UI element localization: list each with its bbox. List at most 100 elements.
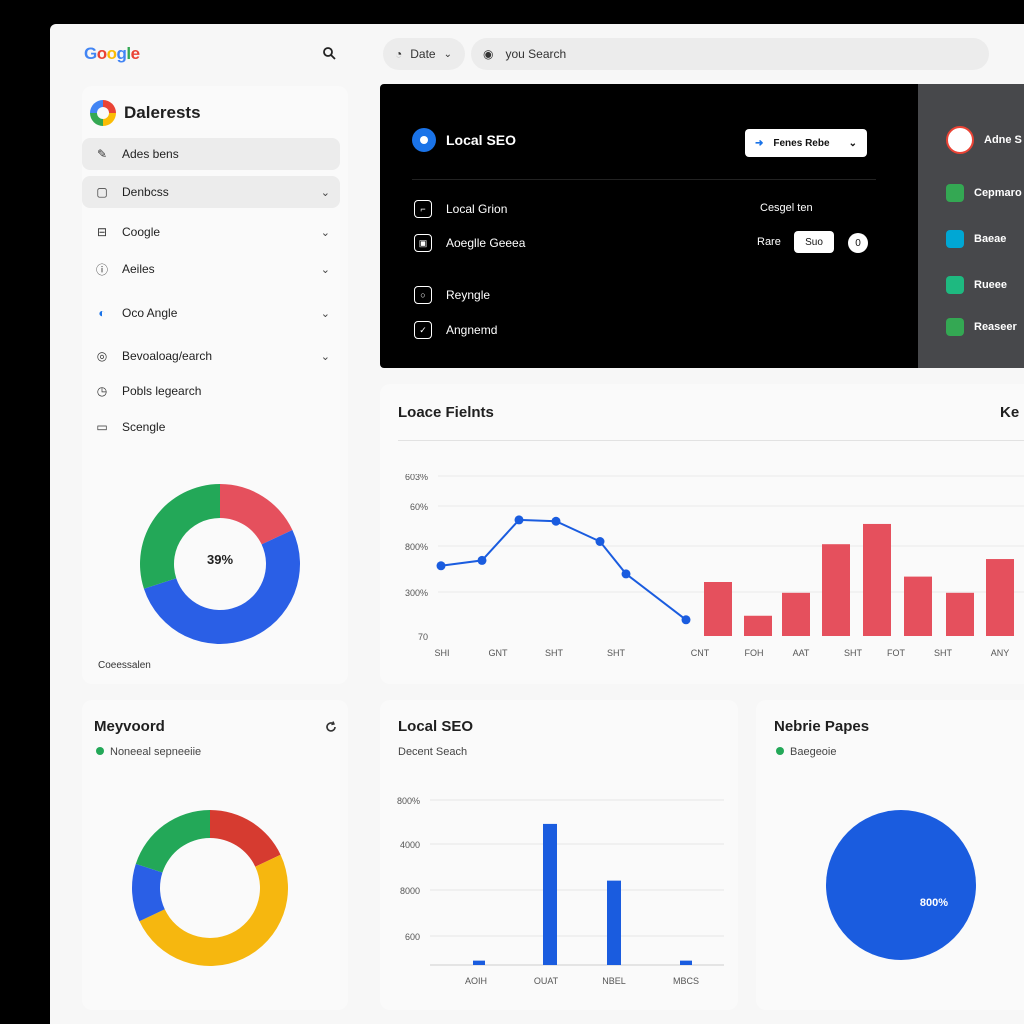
panel-right-text: Cesgel ten (760, 202, 813, 214)
keyword-donut-slice (135, 810, 210, 873)
search-icon[interactable] (322, 46, 336, 60)
date-label: Date (410, 47, 436, 61)
sidebar-item-label: Bevoaloag/earch (122, 349, 213, 363)
panel-row[interactable]: ✓ Angnemd (414, 321, 497, 339)
sidebar-donut-slice (220, 484, 293, 545)
panel-row[interactable]: ▣ Aoeglle Geeea (414, 234, 525, 252)
bar[interactable] (986, 559, 1014, 636)
sidebar-item-label: Scengle (122, 420, 166, 434)
line-point[interactable] (551, 516, 561, 526)
chevron-down-icon: ⌄ (443, 48, 452, 60)
y-tick-label: 300% (405, 588, 428, 598)
bar[interactable] (946, 592, 974, 636)
keyword-card-title: Meyvoord (94, 718, 165, 735)
square-icon: ⌐ (414, 200, 432, 218)
x-tick-label: NBEL (602, 976, 626, 986)
line-point[interactable] (595, 537, 605, 546)
x-tick-label: SHI (434, 648, 449, 658)
pages-legend: Baegeoie (776, 746, 837, 758)
refresh-icon[interactable] (324, 720, 338, 734)
clock-icon: ◷ (96, 384, 108, 398)
secondary-item[interactable]: Baeae (946, 230, 1006, 248)
panel-row-label: Reyngle (446, 288, 491, 302)
sidebar-item[interactable]: ◎ Bevoaloag/earch ⌄ (82, 340, 340, 372)
sidebar-item[interactable]: ▭ Scengle (82, 411, 340, 443)
sidebar-item-label: Ades bens (122, 147, 179, 161)
chevron-down-icon: ⌄ (320, 186, 330, 199)
x-tick-label: FOT (887, 648, 905, 658)
secondary-item-label: Baeae (974, 233, 1007, 245)
bar[interactable] (473, 960, 485, 965)
bar[interactable] (904, 576, 932, 636)
secondary-item[interactable]: Reaseer (946, 318, 1017, 336)
panel-action-button[interactable]: Suo (794, 231, 834, 253)
sidebar-item[interactable]: ⊟ Coogle ⌄ (82, 216, 340, 248)
sidebar-footer[interactable]: Coeessalen (98, 660, 151, 671)
panel-count-badge[interactable]: 0 (848, 233, 868, 253)
line-bar-chart-card: Loace Fielnts Ke 603% 60% 800% 300% 70 SHI GNT… (380, 384, 1024, 684)
secondary-item-label: Cepmaro (974, 187, 1022, 199)
sidebar-item-label: Coogle (122, 225, 161, 239)
line-point[interactable] (514, 515, 524, 525)
chart-card-title-right: Ke (1000, 404, 1020, 421)
keyword-legend-label: Noneeal sepneeiie (110, 746, 202, 758)
tag-icon: ➜ (755, 137, 764, 149)
bar[interactable] (543, 823, 557, 965)
secondary-item[interactable]: Cepmaro (946, 184, 1022, 202)
panel-row[interactable]: ⌐ Local Grion (414, 200, 507, 218)
bar[interactable] (680, 960, 692, 965)
pages-legend-label: Baegeoie (790, 746, 837, 758)
x-tick-label: SHT (607, 648, 626, 658)
pie-slice (826, 810, 976, 960)
bar[interactable] (744, 615, 772, 636)
panel-row[interactable]: ○ Reyngle (414, 286, 490, 304)
google-logo[interactable]: Google (84, 44, 140, 63)
line-point[interactable] (621, 569, 631, 579)
sidebar-item[interactable]: ◐ Oco Angle ⌄ (82, 297, 340, 329)
line-point[interactable] (436, 561, 446, 571)
x-tick-label: OUAT (534, 976, 559, 986)
sidebar-item[interactable]: ▢ Denbcss ⌄ (82, 176, 340, 208)
legend-dot-icon (776, 747, 784, 755)
keyword-donut-slice (132, 863, 165, 922)
pie-center-label: 800% (920, 897, 948, 909)
panel-header: Local SEO (412, 128, 516, 152)
filter-select[interactable]: ➜ Fenes Rebe ⌄ (745, 129, 867, 157)
x-tick-label: AOIH (465, 976, 487, 986)
y-tick-label: 800% (405, 542, 428, 552)
sidebar-item[interactable]: ⓘ Aeiles ⌄ (82, 253, 340, 285)
bar[interactable] (782, 592, 810, 636)
x-tick-label: MBCS (673, 976, 699, 986)
keyword-legend: Noneeal sepneeiie (96, 746, 201, 758)
keyword-donut-slice (139, 854, 288, 966)
bar[interactable] (863, 523, 891, 636)
x-tick-label: AAT (793, 648, 810, 658)
panel-right-label: Rare (757, 236, 781, 248)
x-tick-label: FOH (745, 648, 764, 658)
y-tick-label: 4000 (400, 840, 420, 850)
sidebar-item[interactable]: ✎ Ades bens (82, 138, 340, 170)
line-point[interactable] (681, 615, 691, 625)
sidebar-item[interactable]: ◷ Pobls legearch (82, 375, 340, 407)
sidebar-donut-chart (140, 484, 300, 644)
brand-title: Dalerests (124, 103, 201, 122)
secondary-item[interactable]: Adne S (946, 126, 1022, 154)
chevron-down-icon: ⌄ (320, 307, 330, 320)
sidebar-brand[interactable]: Dalerests (90, 100, 201, 126)
search-input[interactable]: ◉ you Search (471, 38, 989, 70)
line-point[interactable] (477, 555, 487, 565)
secondary-item[interactable]: Rueee (946, 276, 1007, 294)
bar[interactable] (607, 880, 621, 965)
secondary-item-label: Adne S (984, 134, 1022, 146)
bar[interactable] (822, 544, 850, 636)
y-tick-label: 603% (405, 474, 428, 482)
sidebar-item-label: Pobls legearch (122, 384, 202, 398)
sidebar-donut-slice (143, 529, 300, 644)
local-seo-bar-chart: 800% 4000 8000 600 AOIH OUAT NBEL MBCS (397, 796, 724, 986)
x-tick-label: SHT (934, 648, 953, 658)
sidebar-item-label: Aeiles (122, 262, 155, 276)
panel-divider (412, 179, 876, 180)
date-dropdown[interactable]: ◔ Date ⌄ (383, 38, 465, 70)
sidebar-item-label: Denbcss (122, 185, 169, 199)
bar[interactable] (704, 582, 732, 636)
